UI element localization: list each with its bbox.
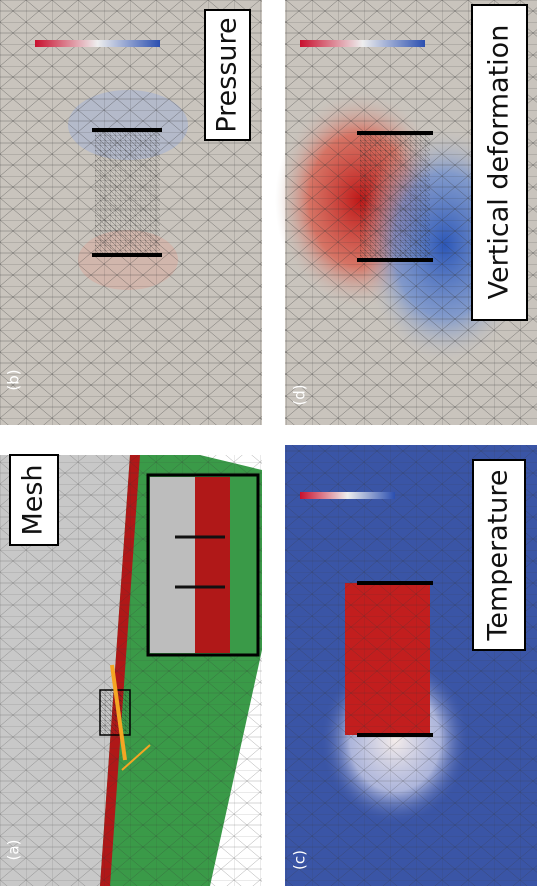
panel-mesh: Mesh (a) <box>0 450 262 886</box>
colorbar <box>300 40 425 47</box>
dense-mesh <box>95 130 160 255</box>
panel-label: (c) <box>291 850 309 870</box>
panel-title: Temperature <box>483 469 514 641</box>
panel-label: (a) <box>5 840 23 861</box>
figure: Pressure (b) Vertical deformation (d) Me… <box>0 0 537 886</box>
panel-temperature: Temperature (c) <box>285 445 537 886</box>
dense-mesh <box>360 133 430 260</box>
panel-title: Mesh <box>18 464 49 535</box>
inset-gray <box>150 477 195 653</box>
panel-label: (d) <box>291 384 309 405</box>
panel-title: Vertical deformation <box>484 25 515 300</box>
colorbar <box>35 40 160 47</box>
panel-label: (b) <box>5 369 23 390</box>
panel-title: Pressure <box>212 17 243 132</box>
panel-pressure: Pressure (b) <box>0 0 262 425</box>
panel-deformation: Vertical deformation (d) <box>275 0 537 425</box>
inset-red <box>195 477 230 653</box>
colorbar <box>300 492 395 499</box>
